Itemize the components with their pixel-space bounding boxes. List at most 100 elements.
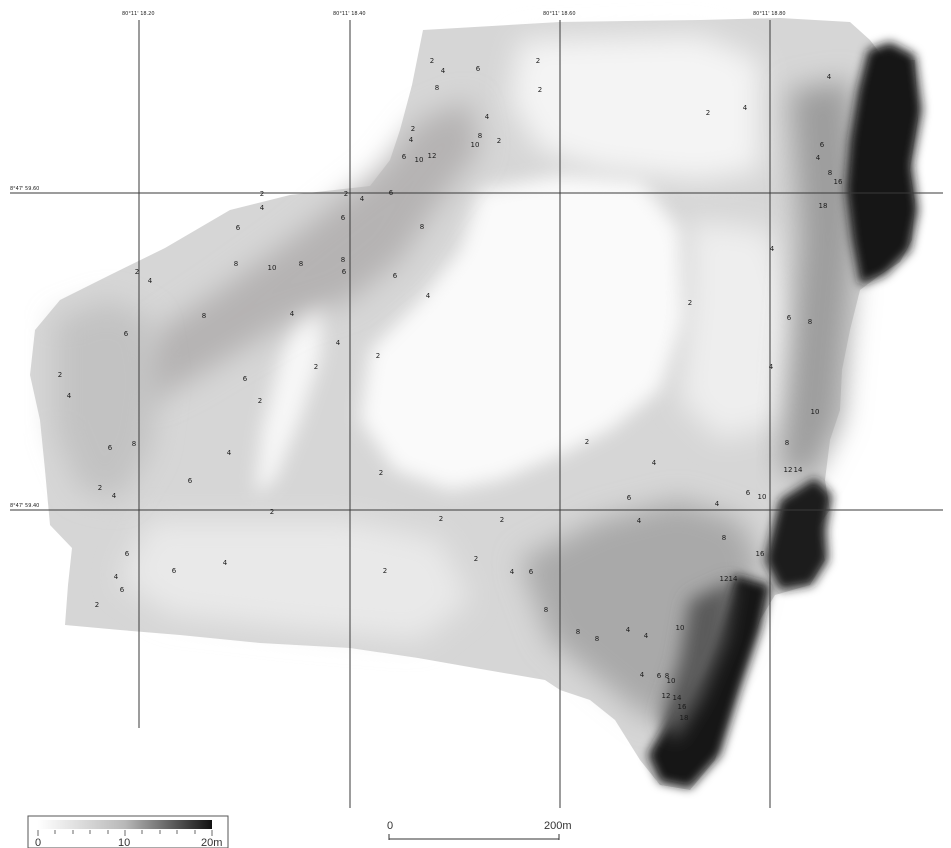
- depth-zone-northwest: [120, 100, 480, 400]
- deep-zone-northeast: [846, 42, 922, 285]
- sounding-label: 4: [715, 500, 720, 508]
- sounding-label: 2: [58, 371, 62, 379]
- legend-tick-mid: 10: [118, 837, 130, 848]
- sounding-label: 4: [67, 392, 72, 400]
- sounding-label: 4: [409, 136, 414, 144]
- sounding-label: 8: [785, 439, 789, 447]
- sounding-label: 10: [415, 156, 424, 164]
- sounding-label: 4: [652, 459, 657, 467]
- sounding-label: 2: [536, 57, 540, 65]
- sounding-label: 2: [538, 86, 542, 94]
- sounding-label: 12: [428, 152, 437, 160]
- shoal-central: [360, 175, 685, 490]
- sounding-label: 8: [234, 260, 238, 268]
- sounding-label: 2: [439, 515, 443, 523]
- sounding-label: 14: [794, 466, 803, 474]
- sounding-label: 2: [585, 438, 589, 446]
- sounding-label: 4: [637, 517, 642, 525]
- sounding-label: 4: [112, 492, 117, 500]
- sounding-label: 4: [827, 73, 832, 81]
- sounding-label: 4: [743, 104, 748, 112]
- dark-fringe-southeast: [660, 580, 735, 740]
- sounding-label: 8: [435, 84, 439, 92]
- sounding-label: 18: [819, 202, 828, 210]
- shoal-west-channel: [255, 295, 325, 495]
- sounding-label: 2: [379, 469, 383, 477]
- sounding-label: 8: [299, 260, 303, 268]
- sounding-label: 12: [662, 692, 671, 700]
- sounding-label: 4: [644, 632, 649, 640]
- sounding-label: 2: [688, 299, 692, 307]
- sounding-label: 6: [476, 65, 481, 73]
- coordinate-grid: 80°11' 18.20 80°11' 18.40 80°11' 18.60 8…: [10, 11, 943, 808]
- sounding-label: 2: [344, 190, 348, 198]
- lat-label-1: 8°47' 59.60: [10, 186, 39, 192]
- sounding-label: 6: [124, 330, 129, 338]
- sounding-label: 6: [243, 375, 248, 383]
- sounding-label: 4: [626, 626, 631, 634]
- sounding-label: 6: [627, 494, 632, 502]
- sounding-label: 2: [706, 109, 710, 117]
- sounding-label: 2: [500, 516, 504, 524]
- scale-bar-start-label: 0: [387, 820, 393, 832]
- sounding-label: 4: [227, 449, 232, 457]
- sounding-label: 2: [270, 508, 274, 516]
- sounding-label: 2: [135, 268, 139, 276]
- sounding-label: 8: [665, 672, 669, 680]
- sounding-label: 8: [478, 132, 482, 140]
- sounding-label: 4: [770, 245, 775, 253]
- sounding-label: 2: [411, 125, 415, 133]
- depth-legend: 0 10 20m: [27, 815, 229, 848]
- sounding-label: 10: [758, 493, 767, 501]
- sounding-label: 4: [640, 671, 645, 679]
- sounding-label: 6: [125, 550, 130, 558]
- sounding-label: 2: [430, 57, 434, 65]
- sounding-label: 2: [497, 137, 501, 145]
- sounding-label: 14: [729, 575, 738, 583]
- shoal-north: [510, 35, 760, 180]
- sounding-label: 10: [667, 677, 676, 685]
- sounding-label: 8: [808, 318, 812, 326]
- sounding-label: 2: [95, 601, 99, 609]
- sounding-label: 2: [258, 397, 262, 405]
- sounding-label: 10: [811, 408, 820, 416]
- sounding-label: 6: [820, 141, 825, 149]
- deep-zone-southeast: [648, 575, 770, 788]
- legend-gradient-bar: [38, 820, 212, 829]
- sounding-label: 6: [172, 567, 177, 575]
- sounding-label: 6: [393, 272, 398, 280]
- sounding-label: 4: [260, 204, 265, 212]
- legend-tick-min: 0: [35, 837, 41, 848]
- depth-zone-west: [55, 300, 160, 500]
- sounding-label: 8: [828, 169, 832, 177]
- sounding-label: 6: [389, 189, 394, 197]
- deep-zones: [648, 42, 922, 788]
- distance-scale-bar: 0 200m: [387, 820, 572, 840]
- sounding-label: 2: [260, 190, 264, 198]
- lat-label-2: 8°47' 59.40: [10, 503, 39, 509]
- depth-zone-east: [780, 80, 860, 480]
- light-shoal-patches: [120, 35, 800, 640]
- sounding-label: 16: [834, 178, 843, 186]
- sounding-label: 6: [402, 153, 407, 161]
- legend-ticks: [37, 830, 213, 836]
- sounding-label: 16: [678, 703, 687, 711]
- sounding-label: 2: [98, 484, 102, 492]
- sounding-label: 4: [769, 363, 774, 371]
- sounding-label: 10: [268, 264, 277, 272]
- sounding-label: 6: [108, 444, 113, 452]
- sounding-label: 6: [236, 224, 241, 232]
- sounding-label: 4: [290, 310, 295, 318]
- sounding-label: 8: [132, 440, 136, 448]
- sounding-label: 6: [341, 214, 346, 222]
- sounding-label: 6: [657, 672, 662, 680]
- shoal-south: [120, 520, 470, 640]
- sounding-label: 10: [676, 624, 685, 632]
- deep-zone-east: [765, 478, 832, 590]
- sounding-label: 8: [544, 606, 548, 614]
- sounding-label: 2: [314, 363, 318, 371]
- lon-label-3: 80°11' 18.60: [543, 11, 576, 17]
- sounding-label: 6: [188, 477, 193, 485]
